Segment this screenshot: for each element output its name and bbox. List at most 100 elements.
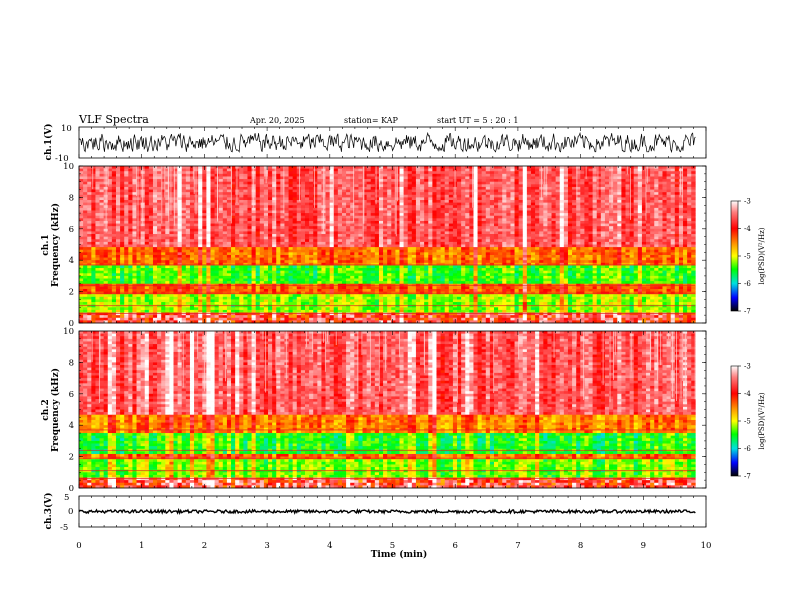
spectrogram-cell <box>670 241 676 245</box>
spectrogram-cell <box>403 181 409 185</box>
spectrogram-cell <box>341 189 347 193</box>
spectrogram-cell <box>457 244 462 248</box>
spectrogram-cell <box>448 176 454 180</box>
spectrogram-cell <box>654 194 659 198</box>
spectrogram-cell <box>510 197 515 201</box>
spectrogram-cell <box>580 234 585 237</box>
spectrogram-cell <box>337 186 343 190</box>
spectrogram-cell <box>498 220 503 224</box>
spectrogram-cell <box>395 205 400 209</box>
spectrogram-cell <box>177 192 183 196</box>
spectrogram-cell <box>473 173 478 177</box>
spectrogram-cell <box>239 231 244 235</box>
spectrogram-cell <box>658 200 663 203</box>
spectrogram-cell <box>165 236 170 240</box>
spectrogram-cell <box>666 236 671 240</box>
spectrogram-cell <box>646 207 651 211</box>
spectrogram-cell <box>494 197 499 201</box>
spectrogram-cell <box>169 189 174 193</box>
spectrogram-cell <box>358 184 363 188</box>
spectrogram-cell <box>522 192 528 196</box>
spectrogram-cell <box>506 171 511 175</box>
spectrogram-cell <box>350 231 355 235</box>
spectrogram-cell <box>420 166 425 169</box>
spectrogram-cell <box>526 244 532 248</box>
spectrogram-cell <box>214 168 220 172</box>
spectrogram-cell <box>239 184 244 188</box>
spectrogram-cell <box>678 210 684 214</box>
spectrogram-cell <box>378 249 384 253</box>
spectrogram-cell <box>87 192 92 196</box>
spectrogram-cell <box>111 192 117 196</box>
spectrogram-cell <box>662 215 667 219</box>
spectrogram-cell <box>658 231 663 235</box>
spectrogram-cell <box>337 241 343 245</box>
spectrogram-cell <box>415 228 421 232</box>
spectrogram-cell <box>317 220 322 224</box>
spectrogram-cell <box>662 226 667 230</box>
spectrogram-cell <box>276 228 281 232</box>
spectrogram-cell <box>440 231 445 235</box>
spectrogram-cell <box>83 236 88 240</box>
spectrogram-cell <box>243 249 248 253</box>
spectrogram-cell <box>395 210 400 214</box>
spectrogram-cell <box>567 213 573 217</box>
spectrogram-cell <box>83 218 88 222</box>
spectrogram-cell <box>555 234 561 237</box>
ch1-spectrogram-image <box>79 166 696 324</box>
spectrogram-cell <box>428 179 433 182</box>
spectrogram-cell <box>633 226 639 230</box>
spectrogram-cell <box>662 166 667 169</box>
spectrogram-cell <box>387 205 392 209</box>
spectrogram-cell <box>218 186 224 190</box>
spectrogram-cell <box>325 241 330 245</box>
spectrogram-cell <box>522 179 528 182</box>
spectrogram-cell <box>120 231 125 235</box>
spectrogram-cell <box>481 192 487 196</box>
spectrogram-cell <box>658 184 663 188</box>
spectrogram-cell <box>563 173 569 177</box>
spectrogram-cell <box>79 179 84 182</box>
spectrogram-cell <box>485 186 491 190</box>
spectrogram-cell <box>563 205 569 209</box>
spectrogram-cell <box>428 197 433 201</box>
spectrogram-cell <box>452 220 458 224</box>
spectrogram-cell <box>391 192 396 196</box>
spectrogram-cell <box>148 239 154 243</box>
spectrogram-cell <box>87 197 92 201</box>
spectrogram-cell <box>646 205 651 209</box>
spectrogram-cell <box>317 176 322 180</box>
spectrogram-cell <box>83 226 88 230</box>
spectrogram-cell <box>231 205 236 209</box>
spectrogram-cell <box>251 192 256 196</box>
spectrogram-cell <box>391 207 396 211</box>
spectrogram-cell <box>465 179 470 182</box>
spectrogram-cell <box>674 192 680 196</box>
spectrogram-cell <box>362 176 367 180</box>
spectrogram-cell <box>604 205 610 209</box>
spectrogram-cell <box>563 213 569 217</box>
spectrogram-cell <box>214 239 220 243</box>
spectrogram-cell <box>181 210 187 214</box>
spectrogram-cell <box>424 179 429 182</box>
spectrogram-cell <box>169 186 174 190</box>
spectrogram-cell <box>115 202 121 206</box>
spectrogram-cell <box>514 184 519 188</box>
spectrogram-cell <box>535 179 540 182</box>
spectrogram-cell <box>683 194 688 198</box>
spectrogram-cell <box>609 168 614 172</box>
spectrogram-cell <box>428 231 433 235</box>
spectrogram-cell <box>383 186 388 190</box>
spectrogram-cell <box>506 179 511 182</box>
spectrogram-cell <box>313 181 318 185</box>
spectrogram-cell <box>313 220 318 224</box>
spectrogram-cell <box>288 168 293 172</box>
spectrogram-cell <box>165 184 170 188</box>
spectrogram-cell <box>465 220 470 224</box>
spectrogram-cell <box>506 207 511 211</box>
spectrogram-cell <box>387 241 392 245</box>
spectrogram-cell <box>403 236 409 240</box>
spectrogram-cell <box>206 215 211 219</box>
spectrogram-cell <box>670 173 676 177</box>
spectrogram-cell <box>658 226 663 230</box>
